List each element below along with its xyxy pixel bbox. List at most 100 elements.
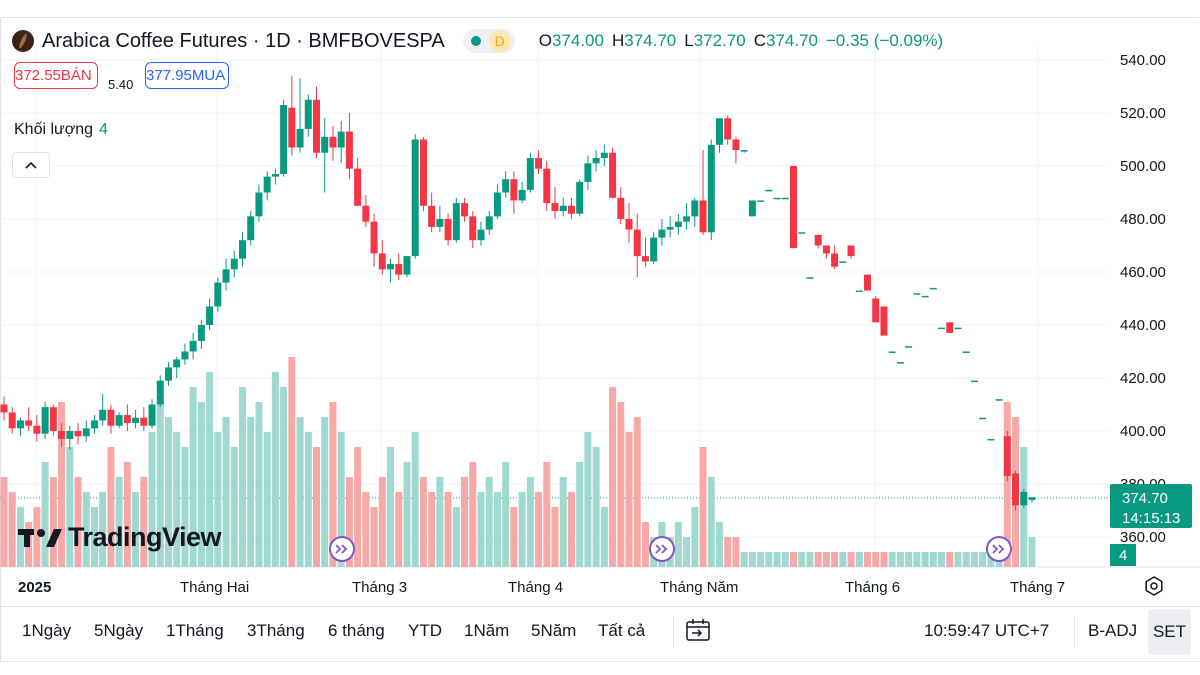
candle-body <box>839 261 847 263</box>
candle-body <box>502 179 510 193</box>
volume-bar <box>362 492 370 567</box>
candle-body <box>66 431 74 439</box>
settings-icon[interactable] <box>1144 576 1164 596</box>
volume-bar <box>148 432 156 567</box>
price-tick-label: 500.00 <box>1120 158 1166 175</box>
volume-bar <box>526 477 534 567</box>
volume-bar <box>888 552 896 567</box>
buy-label: MUA <box>191 67 226 84</box>
volume-bar <box>765 552 773 567</box>
candle-body <box>600 152 608 159</box>
last-volume-label: 4 <box>1119 547 1127 564</box>
volume-bar <box>535 492 543 567</box>
volume-bar <box>798 552 806 567</box>
candle-body <box>107 409 115 426</box>
candle-body <box>658 229 666 238</box>
candle-body <box>296 128 304 148</box>
volume-bar <box>82 492 90 567</box>
candle-body <box>683 216 691 222</box>
candle-body <box>567 205 575 214</box>
candle-body <box>33 425 41 434</box>
range-button[interactable]: 6 tháng <box>328 621 385 640</box>
candle-body <box>987 438 995 441</box>
volume-bar <box>8 492 16 567</box>
ohlc-close: C374.70 <box>753 31 818 50</box>
candle-body <box>880 306 888 336</box>
last-volume-badge <box>1110 544 1136 566</box>
symbol-title[interactable]: Arabica Coffee Futures · 1D · BMFBOVESPA <box>42 29 445 52</box>
candle-body <box>691 200 699 217</box>
market-status-pill[interactable]: D <box>462 29 515 53</box>
candle-body <box>798 232 806 234</box>
volume-bar <box>905 552 913 567</box>
candle-body <box>370 221 378 254</box>
volume-bar <box>173 432 181 567</box>
candle-body <box>247 216 255 241</box>
candle-body <box>609 152 617 198</box>
range-button[interactable]: 1Ngày <box>22 621 72 640</box>
volume-bar <box>329 402 337 567</box>
volume-bar <box>683 537 691 567</box>
candle-body <box>313 99 321 153</box>
sell-button[interactable]: 372.55 BÁN <box>14 62 98 89</box>
range-button[interactable]: Tất cả <box>598 621 646 640</box>
candle-body <box>814 234 822 246</box>
volume-bar <box>839 552 847 567</box>
candle-body <box>74 431 82 437</box>
volume-bar <box>872 552 880 567</box>
volume-bar <box>444 492 452 567</box>
volume-bar <box>428 492 436 567</box>
volume-bar <box>296 417 304 567</box>
price-tick-label: 460.00 <box>1120 264 1166 281</box>
candle-body <box>617 197 625 219</box>
volume-bar <box>600 507 608 567</box>
volume-bar <box>99 492 107 567</box>
candle-body <box>831 253 839 267</box>
volume-bar <box>49 477 57 567</box>
candle-body <box>707 144 715 233</box>
volume-bar <box>115 477 123 567</box>
candle-body <box>724 118 732 140</box>
candle-body <box>905 346 913 348</box>
volume-bar <box>625 432 633 567</box>
candle-body <box>230 258 238 270</box>
candle-body <box>387 264 395 270</box>
volume-bar <box>132 492 140 567</box>
candle-body <box>592 158 600 164</box>
range-button[interactable]: 3Tháng <box>247 621 305 640</box>
candle-body <box>115 415 123 426</box>
tradingview-logo[interactable]: TradingView <box>18 522 222 553</box>
price-tick-label: 360.00 <box>1120 529 1166 546</box>
ohlc-low: L372.70 <box>684 31 746 50</box>
clock-timezone[interactable]: 10:59:47 UTC+7 <box>924 621 1050 640</box>
buy-button[interactable]: 377.95 MUA <box>145 62 229 89</box>
candle-body <box>864 274 872 291</box>
collapse-legend-button[interactable] <box>12 152 50 178</box>
range-button[interactable]: 5Ngày <box>94 621 144 640</box>
range-button[interactable]: 1Năm <box>464 621 510 640</box>
range-button[interactable]: 1Tháng <box>166 621 224 640</box>
candle-body <box>123 415 131 424</box>
candle-body <box>650 237 658 262</box>
volume-bar <box>543 462 551 567</box>
time-tick-label: Tháng 7 <box>1010 579 1065 596</box>
range-button[interactable]: YTD <box>408 621 442 640</box>
chart-header: Arabica Coffee Futures · 1D · BMFBOVESPA… <box>12 28 943 54</box>
adjustment-toggle[interactable]: B-ADJ <box>1088 621 1138 640</box>
range-button[interactable]: 5Năm <box>531 621 577 640</box>
candle-body <box>173 359 181 368</box>
candle-body <box>757 200 765 202</box>
volume-bar <box>929 552 937 567</box>
candle-body <box>748 200 756 217</box>
go-to-date-icon[interactable] <box>685 618 711 642</box>
volume-bar <box>781 552 789 567</box>
volume-bar <box>370 507 378 567</box>
volume-legend[interactable]: Khối lượng 4 <box>14 121 108 139</box>
volume-bar <box>567 492 575 567</box>
price-change: −0.35 (−0.09%) <box>826 31 944 50</box>
session-button[interactable]: SET <box>1148 609 1191 655</box>
candle-body <box>469 216 477 241</box>
volume-bar <box>189 387 197 567</box>
candle-body <box>403 256 411 275</box>
